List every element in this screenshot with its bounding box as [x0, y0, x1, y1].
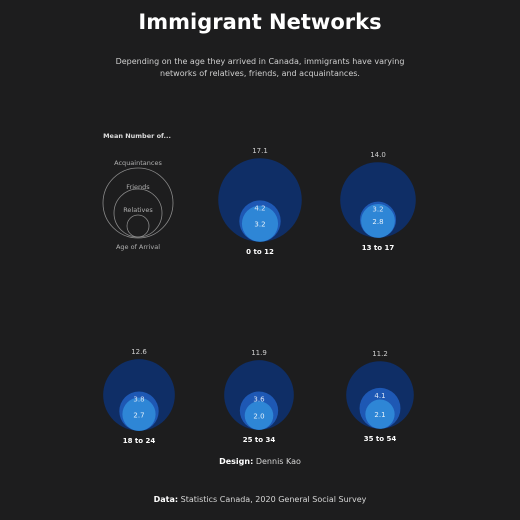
bubble-groups: 17.1 4.2 3.2 0 to 12 14.0 3.2 2.8 13 to 17 12.6 3…	[103, 147, 416, 445]
chart-legend: Mean Number of... Acquaintances Friends …	[102, 132, 174, 251]
design-credit-label: Design:	[219, 457, 254, 466]
value-label-relatives-5: 2.1	[374, 411, 385, 419]
value-label-friends-3: 3.8	[133, 395, 144, 403]
bubble-relatives-4	[244, 401, 274, 430]
design-credit: Design: Dennis Kao	[0, 457, 520, 466]
value-label-acquaintances-3: 12.6	[131, 348, 147, 356]
bubble-relatives-5	[365, 399, 395, 429]
value-label-relatives-1: 3.2	[254, 221, 265, 229]
value-label-friends-2: 3.2	[372, 206, 383, 214]
page-title: Immigrant Networks	[138, 10, 382, 34]
value-label-relatives-3: 2.7	[133, 411, 144, 419]
bubble-acquaintances-1	[218, 158, 302, 242]
category-label-5: 35 to 54	[364, 435, 397, 443]
bubble-acquaintances-2	[340, 162, 416, 238]
data-credit-label: Data:	[153, 495, 179, 504]
design-credit-value: Dennis Kao	[255, 457, 301, 466]
category-label-1: 0 to 12	[246, 248, 274, 256]
category-label-3: 18 to 24	[123, 437, 156, 445]
page-subtitle: Depending on the age they arrived in Can…	[115, 57, 405, 78]
data-credit-value: Statistics Canada, 2020 General Social S…	[180, 495, 367, 504]
value-label-relatives-2: 2.8	[372, 218, 383, 226]
value-label-acquaintances-4: 11.9	[251, 349, 267, 357]
value-label-friends-5: 4.1	[374, 392, 385, 400]
bubble-relatives-1	[241, 205, 279, 242]
category-label-4: 25 to 34	[243, 436, 276, 444]
category-label-2: 13 to 17	[362, 244, 395, 252]
data-credit: Data: Statistics Canada, 2020 General So…	[0, 495, 520, 504]
value-label-friends-4: 3.6	[253, 396, 265, 404]
value-label-relatives-4: 2.0	[253, 413, 264, 421]
value-label-friends-1: 4.2	[254, 204, 265, 212]
bubble-relatives-3	[122, 397, 156, 431]
legend-heading: Mean Number of...	[103, 132, 171, 140]
value-label-acquaintances-1: 17.1	[252, 147, 268, 155]
legend-acquaintances-label: Acquaintances	[114, 159, 162, 167]
legend-relatives-label: Relatives	[123, 206, 153, 214]
value-label-acquaintances-2: 14.0	[370, 151, 386, 159]
legend-relatives-circle	[126, 214, 150, 238]
value-label-acquaintances-5: 11.2	[372, 350, 388, 358]
legend-acquaintances-circle	[102, 167, 174, 239]
legend-age-label: Age of Arrival	[116, 243, 160, 251]
legend-friends-label: Friends	[126, 183, 150, 191]
bubble-relatives-2	[361, 203, 395, 238]
